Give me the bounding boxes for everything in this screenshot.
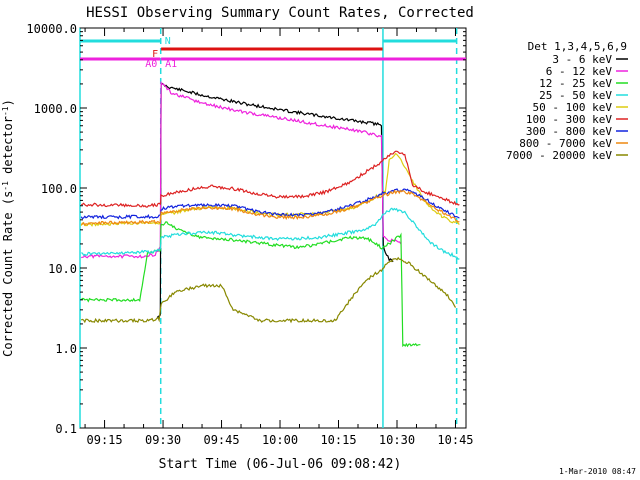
chart-title: HESSI Observing Summary Count Rates, Cor… [86, 5, 474, 21]
x-tick-label: 09:45 [203, 433, 239, 447]
y-tick-label: 10000.0 [26, 22, 77, 36]
series-line [81, 150, 460, 208]
y-axis-label: Corrected Count Rate (s-1 detector-1) [1, 99, 15, 357]
legend-label: 50 - 100 keV [533, 101, 613, 114]
y-tick-label: 1000.0 [34, 102, 77, 116]
series-line [80, 221, 421, 348]
axis-ticks: 0.1 1.0 10.0 100.0 1000.0 10000.0 09:15 09:30 09… [26, 22, 473, 447]
x-tick-label: 10:15 [320, 433, 356, 447]
legend-label: 7000 - 20000 keV [506, 149, 612, 162]
series-line [81, 207, 460, 260]
series-line [81, 80, 402, 259]
legend-label: 800 - 7000 keV [519, 137, 612, 150]
x-tick-label: 09:15 [87, 433, 123, 447]
footer-timestamp: 1-Mar-2010 08:47 [559, 467, 636, 476]
attenuator-bar-label: A1 [165, 59, 177, 70]
x-tick-label: 10:00 [262, 433, 298, 447]
x-tick-label: 09:30 [145, 433, 181, 447]
legend-label: 100 - 300 keV [526, 113, 612, 126]
x-axis-label: Start Time (06-Jul-06 09:08:42) [159, 457, 402, 472]
legend-label: 25 - 50 keV [539, 89, 612, 102]
plot-area: N A0 A1 F [79, 27, 467, 429]
plot-frame [79, 27, 467, 429]
legend-label: 12 - 25 keV [539, 77, 612, 90]
y-tick-label: 10.0 [48, 262, 77, 276]
series-line [80, 256, 457, 324]
legend-label: 6 - 12 keV [546, 65, 613, 78]
attenuator-bar-label: F [152, 49, 158, 60]
y-tick-label: 100.0 [41, 182, 77, 196]
legend-title: Det 1,3,4,5,6,9 [528, 40, 627, 53]
legend-label: 300 - 800 keV [526, 125, 612, 138]
x-tick-label: 10:30 [379, 433, 415, 447]
legend-label: 3 - 6 keV [552, 53, 612, 66]
attenuator-bar-label: A0 [145, 59, 157, 70]
night-bar-label: N [165, 36, 171, 47]
series-line [80, 188, 460, 220]
x-tick-label: 10:45 [437, 433, 473, 447]
series-line [81, 189, 460, 226]
series-line [156, 82, 394, 319]
y-tick-label: 0.1 [55, 422, 77, 436]
y-tick-label: 1.0 [55, 342, 77, 356]
